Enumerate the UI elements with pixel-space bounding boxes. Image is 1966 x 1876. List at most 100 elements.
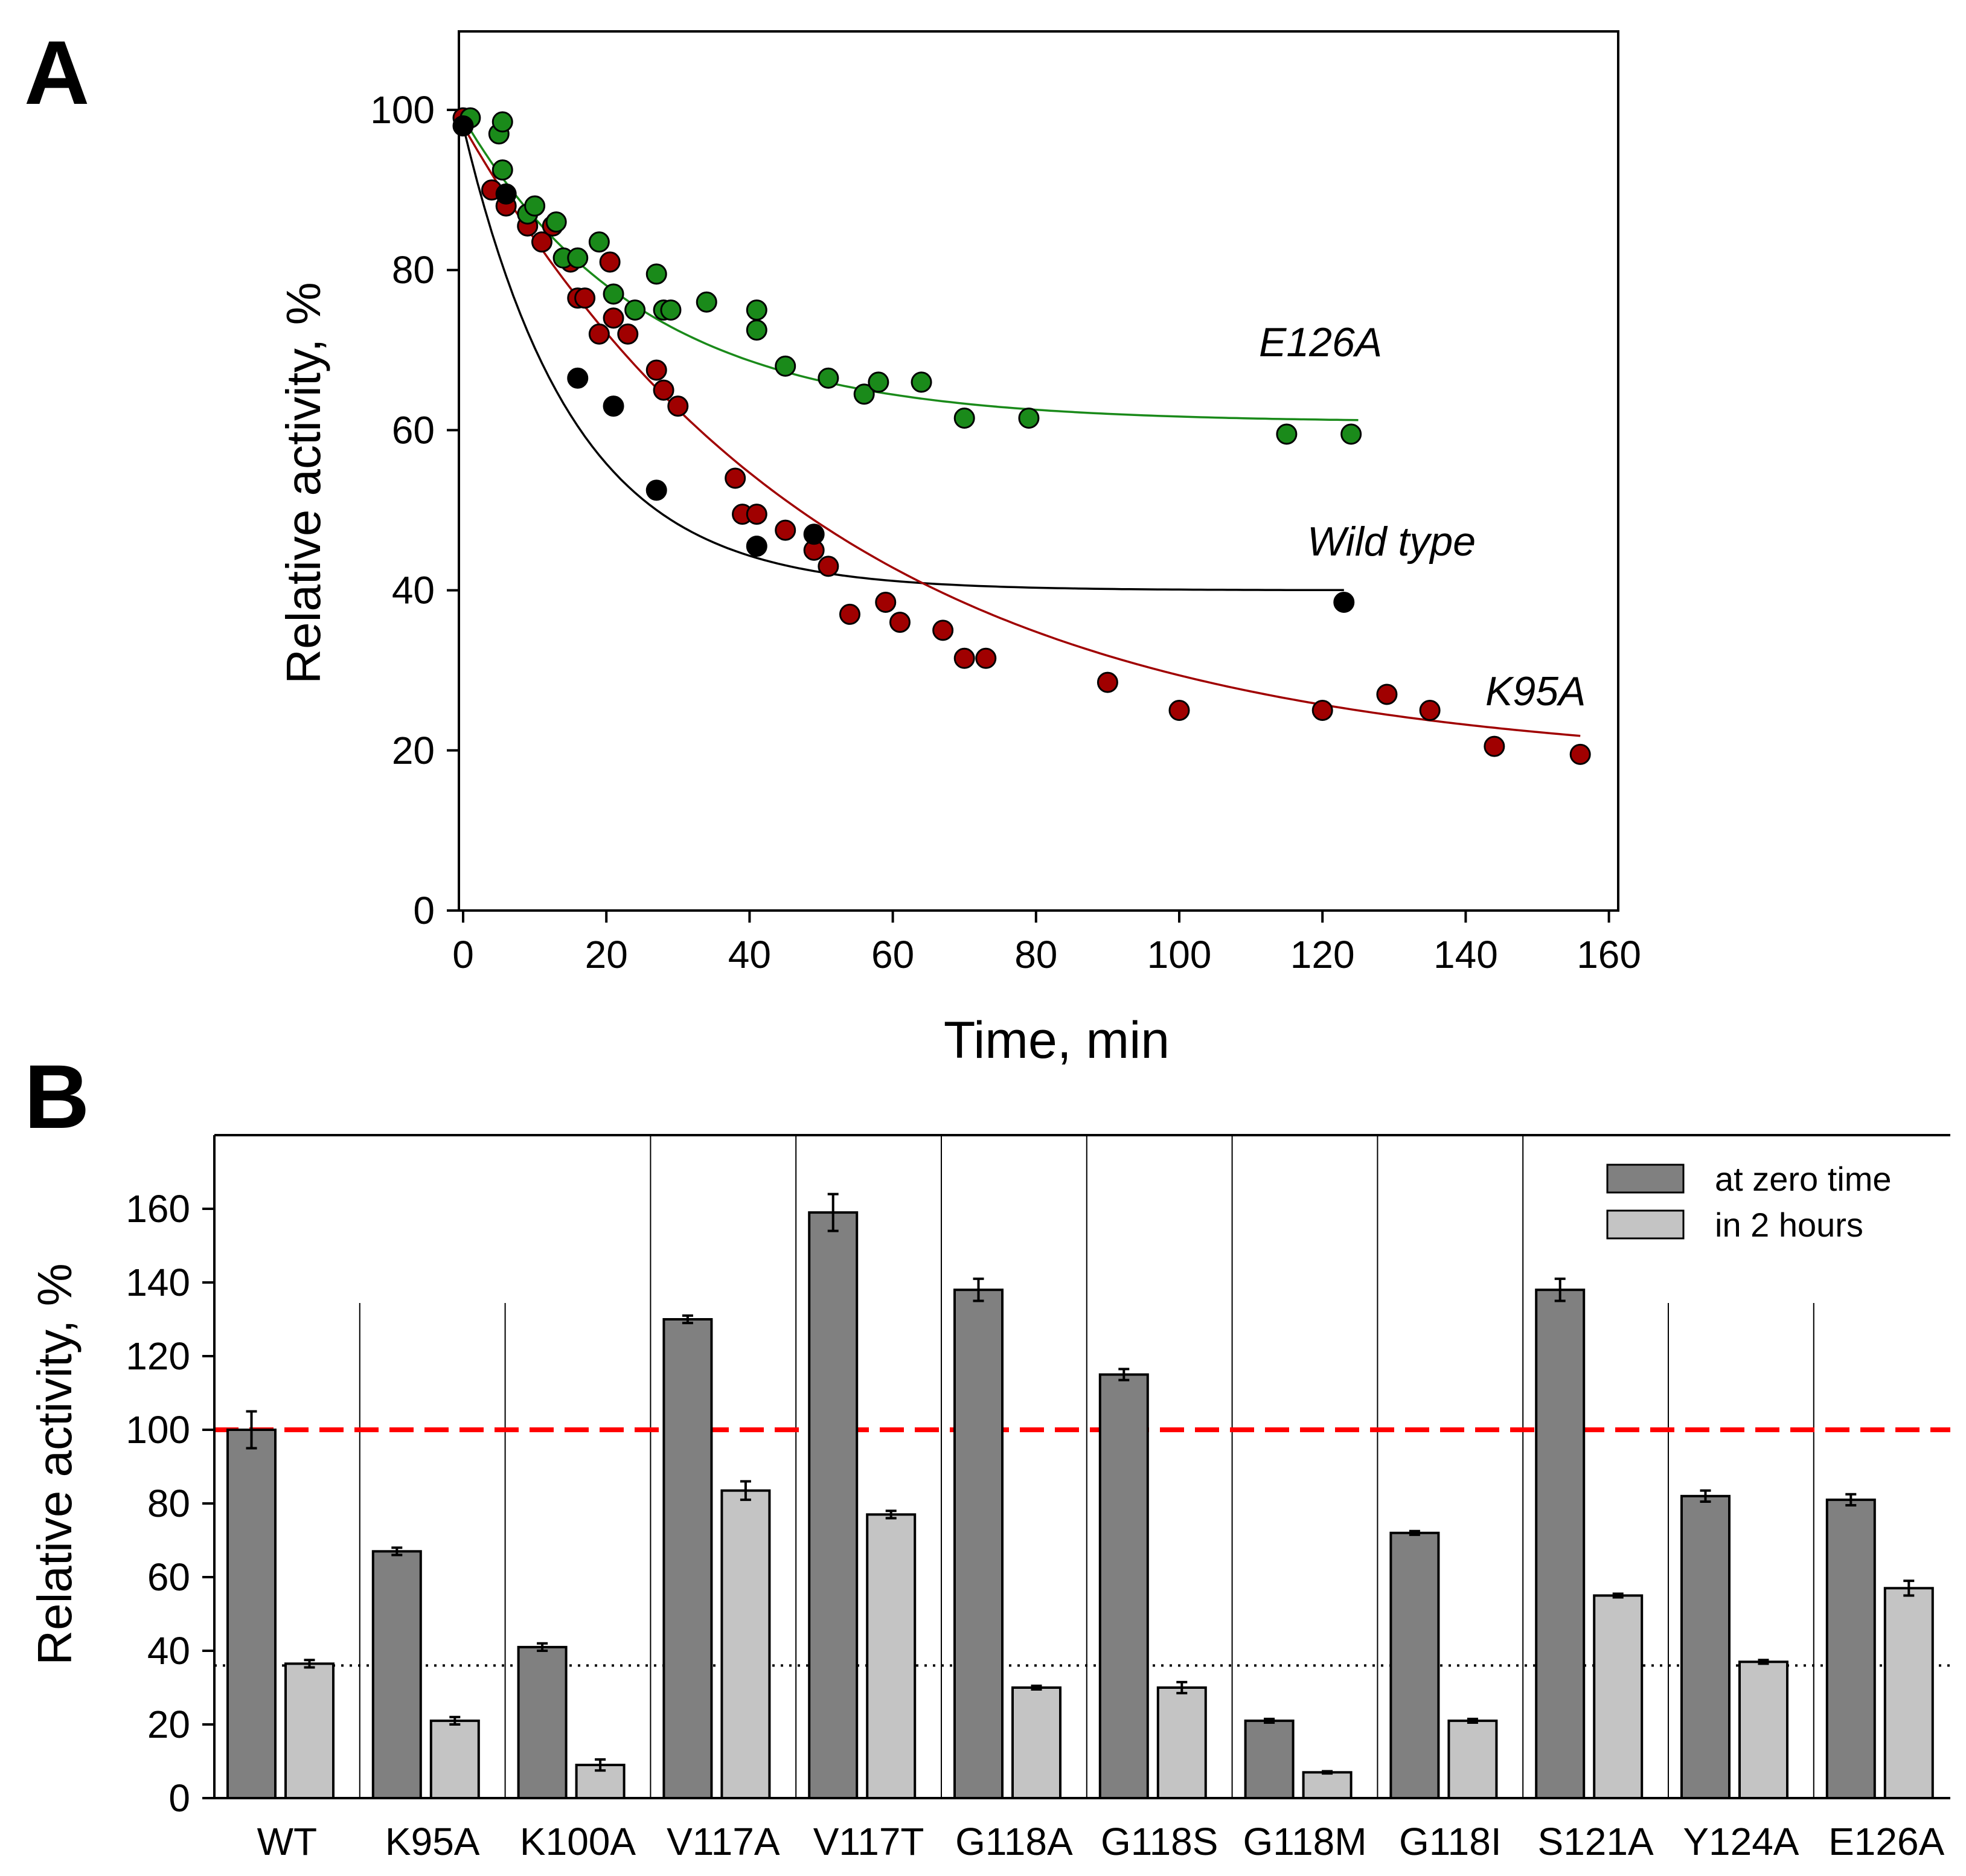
- category-label: V117T: [813, 1820, 924, 1863]
- legend-label-zero-time: at zero time: [1715, 1160, 1892, 1198]
- panel-b-bars: [226, 1193, 1934, 1800]
- data-point: [645, 359, 667, 381]
- y-tick-label: 80: [392, 248, 435, 292]
- data-point: [725, 467, 746, 489]
- data-point: [588, 323, 610, 345]
- error-bar: [1700, 1489, 1711, 1503]
- data-point: [775, 355, 796, 377]
- panel-a-y-axis-title: Relative activity, %: [277, 282, 330, 683]
- data-point: [911, 371, 932, 393]
- data-point: [975, 647, 997, 669]
- error-bar: [1264, 1717, 1275, 1724]
- category-label: G118M: [1243, 1820, 1366, 1863]
- bar: [429, 1719, 480, 1799]
- data-point: [1569, 743, 1591, 765]
- data-point: [603, 395, 624, 417]
- error-bar: [973, 1277, 984, 1302]
- data-point: [574, 287, 596, 309]
- panel-b-chart: 0 20 40 60 80 100 120 140 160 WT K95A K100A V117A V1…: [28, 1134, 1950, 1863]
- y-tick-label: 120: [126, 1334, 190, 1378]
- data-point: [696, 291, 717, 313]
- data-point: [839, 603, 860, 625]
- panel-b-y-axis-title: Relative activity, %: [28, 1263, 82, 1665]
- bar: [808, 1211, 859, 1799]
- bar: [371, 1550, 422, 1800]
- data-point: [1484, 735, 1505, 757]
- bar: [1302, 1771, 1353, 1800]
- fit-curve-2: [462, 125, 1581, 737]
- data-point: [775, 519, 796, 541]
- bar: [226, 1429, 277, 1799]
- wild-type-series-label: Wild type: [1307, 519, 1476, 565]
- x-tick-label: 100: [1147, 933, 1212, 976]
- legend-label-2-hours: in 2 hours: [1715, 1206, 1863, 1244]
- data-point: [645, 479, 667, 501]
- bar: [1883, 1587, 1934, 1800]
- error-bar: [827, 1193, 839, 1232]
- panel-a-label: A: [24, 22, 89, 123]
- error-bar: [1118, 1368, 1130, 1381]
- panel-a-plot-frame: [458, 30, 1619, 912]
- data-point: [746, 504, 767, 525]
- error-bar: [595, 1758, 606, 1772]
- data-point: [567, 247, 589, 269]
- bar: [866, 1513, 917, 1800]
- data-point: [624, 299, 646, 321]
- data-point: [1168, 700, 1190, 721]
- error-bar: [1758, 1659, 1769, 1665]
- data-point: [746, 299, 767, 321]
- legend-swatch-zero-time: [1606, 1164, 1685, 1194]
- x-tick-label: 40: [728, 933, 771, 976]
- bar: [1447, 1719, 1498, 1799]
- category-label: V117A: [667, 1820, 780, 1863]
- x-tick-label: 120: [1290, 933, 1355, 976]
- error-bar: [304, 1659, 315, 1669]
- panel-b-label: B: [24, 1046, 89, 1147]
- error-bar: [1612, 1592, 1624, 1599]
- x-tick-label: 160: [1577, 933, 1641, 976]
- y-tick-label: 160: [126, 1187, 190, 1231]
- error-bar: [740, 1480, 751, 1501]
- panel-b-legend: at zero time in 2 hours: [1606, 1160, 1892, 1244]
- data-point: [932, 619, 954, 641]
- bar: [1825, 1498, 1876, 1799]
- panel-a-x-ticks: 0 20 40 60 80 100 120 140 160: [452, 911, 1641, 976]
- bar: [1011, 1686, 1061, 1799]
- fit-curve-0: [462, 117, 1359, 421]
- data-point: [599, 251, 621, 273]
- y-tick-label: 60: [392, 408, 435, 452]
- panel-b-group-separators: [359, 1135, 1814, 1798]
- bar: [1098, 1373, 1149, 1799]
- y-tick-label: 20: [392, 729, 435, 772]
- data-point: [803, 523, 825, 545]
- data-point: [645, 263, 667, 285]
- data-point: [1340, 423, 1362, 445]
- data-point: [868, 371, 889, 393]
- error-bar: [1845, 1493, 1857, 1507]
- category-label: S121A: [1538, 1820, 1654, 1863]
- error-bar: [1409, 1529, 1420, 1536]
- error-bar: [1467, 1717, 1478, 1724]
- data-point: [588, 231, 610, 253]
- legend-swatch-2-hours: [1606, 1209, 1685, 1240]
- category-label: WT: [257, 1820, 318, 1863]
- data-point: [818, 367, 839, 389]
- bar: [1244, 1719, 1295, 1799]
- error-bar: [885, 1509, 897, 1520]
- category-label: G118A: [955, 1820, 1073, 1863]
- y-tick-label: 40: [392, 569, 435, 612]
- data-point: [875, 591, 897, 613]
- panel-a-fit-curves: [462, 117, 1581, 737]
- bar: [284, 1662, 335, 1800]
- y-tick-label: 0: [413, 889, 435, 932]
- data-point: [889, 612, 911, 633]
- data-point: [818, 555, 839, 577]
- bar: [720, 1489, 771, 1799]
- x-tick-label: 80: [1014, 933, 1057, 976]
- fit-curve-1: [462, 126, 1344, 592]
- data-point: [1333, 591, 1355, 613]
- category-label: G118S: [1101, 1820, 1218, 1863]
- data-point: [492, 111, 513, 133]
- panel-a-x-axis-title: Time, min: [944, 1011, 1170, 1069]
